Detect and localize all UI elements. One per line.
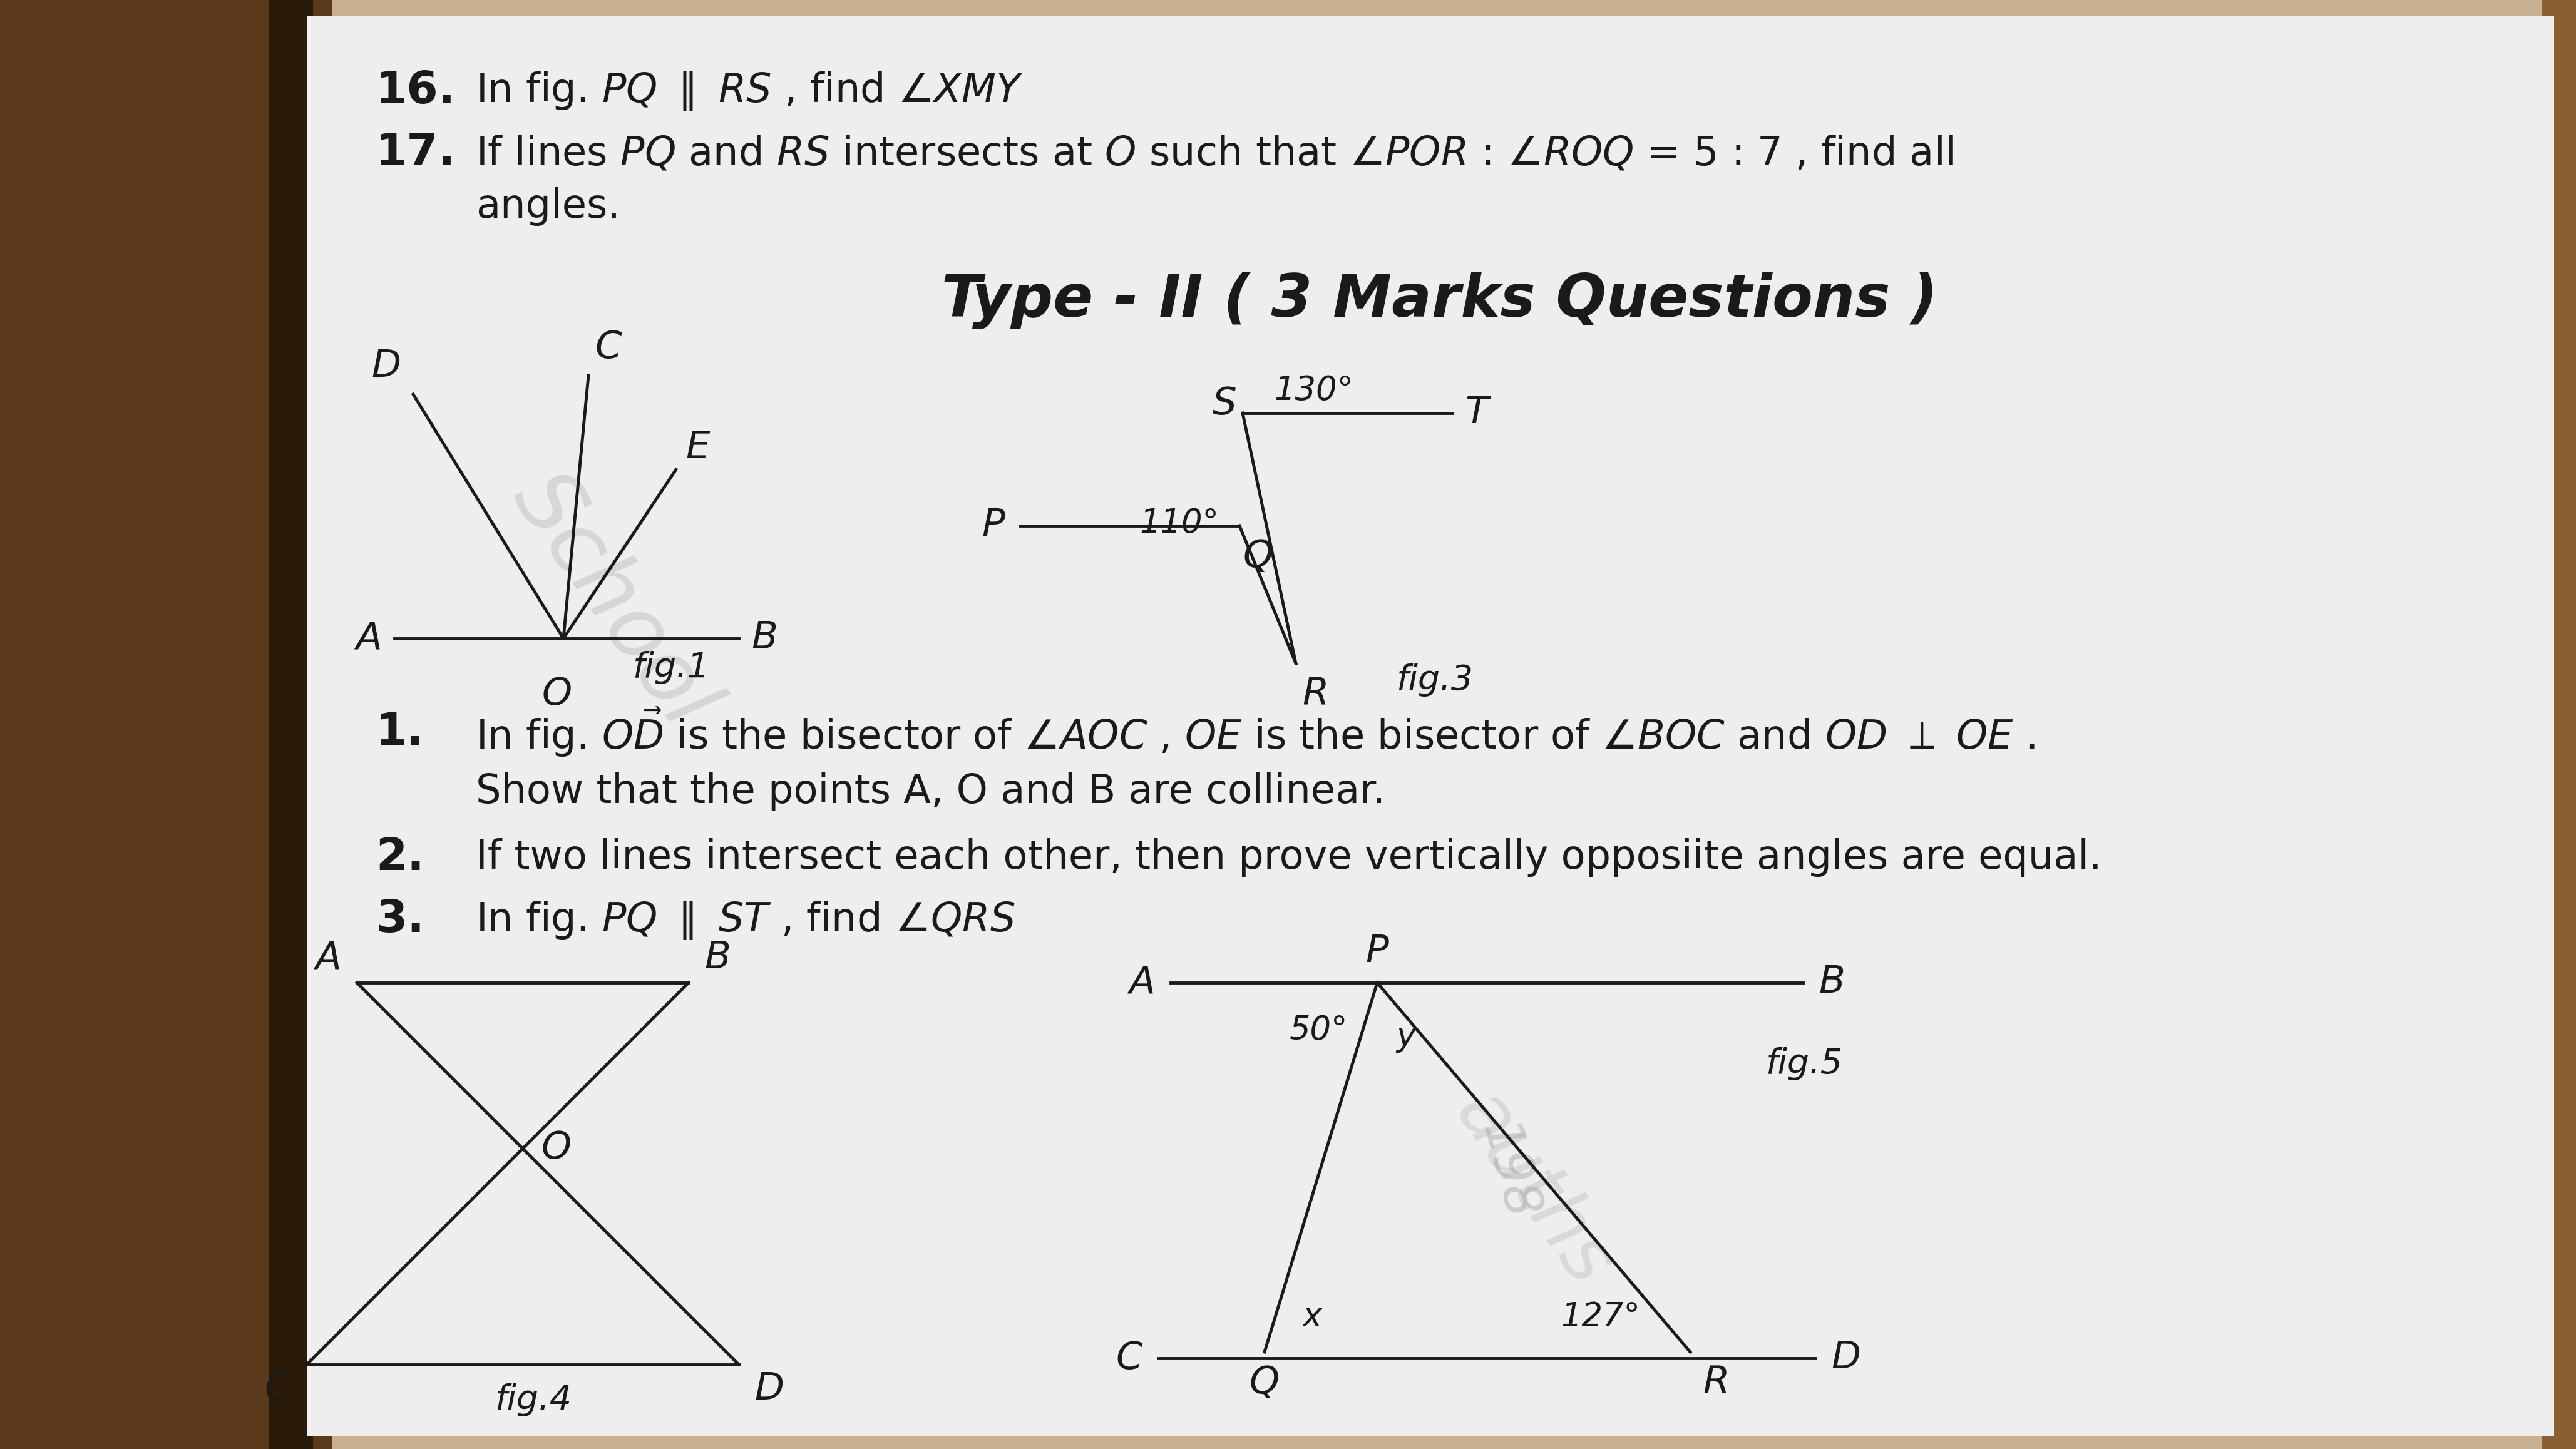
Text: angles.: angles. [477,187,621,226]
Text: 130°: 130° [1275,374,1352,407]
Text: D: D [371,348,402,385]
Text: 127°: 127° [1561,1301,1641,1333]
Bar [307,16,2553,1436]
Text: Show that the points A, O and B are collinear.: Show that the points A, O and B are coll… [477,772,1386,811]
Text: fig.4: fig.4 [495,1384,572,1417]
Text: C: C [265,1371,291,1407]
Bar [268,0,314,1449]
Text: B: B [1819,964,1844,1001]
Text: R: R [1703,1365,1728,1401]
Text: B: B [703,939,732,977]
Text: In fig. $\it{PQ}$ $\parallel$ $\it{RS}$ , find $\it{\angle XMY}$: In fig. $\it{PQ}$ $\parallel$ $\it{RS}$ … [477,70,1025,112]
Text: Type - II ( 3 Marks Questions ): Type - II ( 3 Marks Questions ) [943,271,1937,329]
Text: T: T [1466,394,1489,432]
Text: A: A [355,620,381,656]
Text: O: O [541,1130,572,1166]
Text: fig.1: fig.1 [631,651,708,684]
Text: E: E [685,429,708,467]
Text: y: y [1396,1020,1417,1053]
Text: 198: 198 [1471,1116,1546,1224]
Text: In fig. $\it{O\vec{D}}$ is the bisector of $\it{\angle AOC}$ , $\it{OE}$ is the : In fig. $\it{O\vec{D}}$ is the bisector … [477,706,2035,759]
Text: A: A [314,939,340,977]
Text: D: D [1832,1340,1860,1377]
Text: A: A [1128,964,1154,1001]
Text: auths: auths [1440,1078,1628,1301]
Text: Q: Q [1249,1365,1280,1401]
Text: C: C [1115,1340,1141,1377]
Bar [2543,0,2576,1449]
Text: School: School [497,458,732,743]
Text: O: O [541,677,572,713]
Text: S: S [1213,385,1236,423]
Text: 110°: 110° [1139,507,1218,539]
Text: D: D [755,1371,783,1407]
Text: 50°: 50° [1291,1014,1347,1046]
Text: If lines $\it{PQ}$ and $\it{RS}$ intersects at $\it{O}$ such that $\it{\angle PO: If lines $\it{PQ}$ and $\it{RS}$ interse… [477,133,1953,172]
Text: 17.: 17. [376,132,456,175]
Text: 2.: 2. [376,836,425,880]
Text: B: B [752,620,778,656]
Text: R: R [1301,677,1329,713]
Text: fig.3: fig.3 [1396,664,1473,697]
Text: 3.: 3. [376,898,425,942]
Text: 16.: 16. [376,70,456,113]
Text: P: P [1365,933,1388,971]
Text: C: C [595,329,621,367]
Text: P: P [981,507,1005,545]
Text: If two lines intersect each other, then prove vertically opposiite angles are eq: If two lines intersect each other, then … [477,838,2102,877]
Text: x: x [1301,1301,1321,1333]
Text: Q: Q [1242,538,1273,575]
Bar [0,0,332,1449]
Text: In fig. $\it{PQ}$ $\parallel$ $\it{ST}$ , find $\it{\angle QRS}$: In fig. $\it{PQ}$ $\parallel$ $\it{ST}$ … [477,898,1015,942]
Text: fig.5: fig.5 [1765,1048,1842,1081]
Text: 1.: 1. [376,710,425,753]
